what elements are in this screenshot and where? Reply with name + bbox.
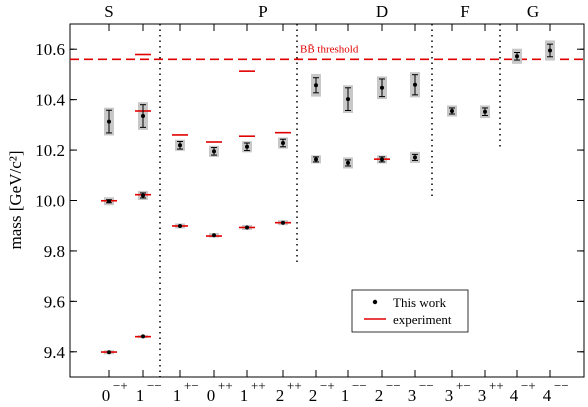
state-label: 1 xyxy=(173,386,182,405)
y-tick-label: 9.6 xyxy=(44,292,65,311)
y-tick-label: 10.6 xyxy=(35,40,65,59)
data-point xyxy=(314,83,318,88)
data-point xyxy=(413,82,417,87)
data-point xyxy=(548,48,552,53)
legend-box xyxy=(351,289,469,333)
wave-label: G xyxy=(527,2,539,21)
legend-point-marker xyxy=(372,299,378,305)
state-label-superscript: ++ xyxy=(218,378,233,393)
state-label: 1 xyxy=(136,386,145,405)
plot-frame xyxy=(69,23,585,378)
state-label-superscript: −− xyxy=(554,378,569,393)
data-point xyxy=(380,157,384,162)
data-point xyxy=(314,157,318,162)
wave-label: P xyxy=(258,2,267,21)
data-point xyxy=(107,350,111,355)
this-work-points xyxy=(106,43,553,355)
state-label-superscript: −+ xyxy=(521,378,536,393)
state-label-superscript: +− xyxy=(184,378,199,393)
state-label-superscript: −− xyxy=(419,378,434,393)
state-label: 3 xyxy=(408,386,417,405)
state-label: 0 xyxy=(102,386,111,405)
y-tick-label: 9.8 xyxy=(44,242,65,261)
legend: This work experiment xyxy=(351,289,469,333)
y-axis-label: mass [GeV/c²] xyxy=(6,150,25,249)
state-label: 0 xyxy=(207,386,216,405)
state-label: 4 xyxy=(510,386,519,405)
y-tick-label: 9.4 xyxy=(44,343,66,362)
data-point xyxy=(141,114,145,119)
data-point xyxy=(178,223,182,228)
data-point xyxy=(141,193,145,198)
data-point xyxy=(178,143,182,148)
data-point xyxy=(212,233,216,238)
state-label-superscript: −− xyxy=(147,378,162,393)
state-label-superscript: ++ xyxy=(251,378,266,393)
data-point xyxy=(245,225,249,230)
state-label-superscript: −− xyxy=(386,378,401,393)
y-tick-label: 10.2 xyxy=(35,141,65,160)
data-point xyxy=(281,141,285,146)
state-label: 3 xyxy=(478,386,487,405)
wave-dividers xyxy=(159,24,501,377)
data-point xyxy=(346,97,350,102)
y-tick-label: 10.0 xyxy=(35,192,65,211)
threshold-label: BB̄ threshold xyxy=(300,43,359,55)
state-label: 4 xyxy=(543,386,552,405)
legend-this-work: This work xyxy=(393,295,447,310)
data-point xyxy=(212,149,216,154)
state-label-superscript: ++ xyxy=(489,378,504,393)
state-label-superscript: −− xyxy=(352,378,367,393)
state-label-superscript: +− xyxy=(456,378,471,393)
wave-label: D xyxy=(376,2,388,21)
data-point xyxy=(107,119,111,124)
systematic-bands xyxy=(104,40,555,355)
state-label: 3 xyxy=(445,386,454,405)
data-point xyxy=(245,144,249,149)
data-point xyxy=(346,160,350,165)
data-point xyxy=(380,85,384,90)
wave-label: S xyxy=(104,2,113,21)
data-point xyxy=(483,109,487,114)
y-tick-label: 10.4 xyxy=(35,91,65,110)
state-label-superscript: −+ xyxy=(113,378,128,393)
state-label: 2 xyxy=(375,386,384,405)
state-label: 2 xyxy=(309,386,318,405)
data-point xyxy=(107,199,111,204)
state-label: 2 xyxy=(276,386,285,405)
legend-experiment: experiment xyxy=(393,312,452,327)
state-label-superscript: −+ xyxy=(320,378,335,393)
data-point xyxy=(141,334,145,339)
state-label-superscript: ++ xyxy=(287,378,302,393)
data-point xyxy=(281,220,285,225)
data-point xyxy=(450,108,454,113)
state-label: 1 xyxy=(341,386,350,405)
state-label: 1 xyxy=(240,386,249,405)
data-point xyxy=(515,54,519,59)
wave-label: F xyxy=(460,2,469,21)
data-point xyxy=(413,155,417,160)
